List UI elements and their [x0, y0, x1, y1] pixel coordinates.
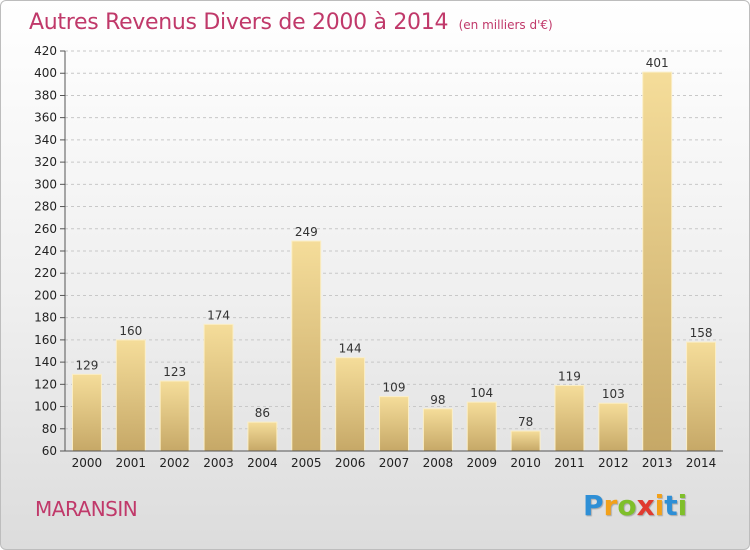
- logo-letter: o: [617, 489, 637, 522]
- y-tick-label: 420: [34, 44, 57, 58]
- value-label: 174: [207, 308, 230, 322]
- value-label: 78: [518, 415, 533, 429]
- bar-2002: [159, 380, 190, 452]
- y-tick-label: 300: [34, 177, 57, 191]
- value-label: 158: [690, 326, 713, 340]
- logo-letter: i: [677, 489, 688, 522]
- x-tick-label: 2011: [554, 456, 585, 470]
- x-tick-label: 2013: [642, 456, 673, 470]
- bar-2009: [466, 401, 497, 452]
- value-label: 123: [163, 365, 186, 379]
- logo-letter: r: [603, 489, 618, 522]
- value-label: 119: [558, 369, 581, 383]
- x-tick-label: 2006: [335, 456, 366, 470]
- bar-2011: [554, 384, 585, 452]
- value-label: 401: [646, 56, 669, 70]
- value-label: 144: [339, 342, 362, 356]
- bar-2008: [422, 408, 453, 452]
- bar-2010: [510, 430, 541, 452]
- y-tick-label: 240: [34, 244, 57, 258]
- chart-unit: (en milliers d'€): [458, 18, 553, 32]
- bar-2013: [642, 71, 673, 452]
- x-tick-label: 2005: [291, 456, 322, 470]
- y-tick-label: 60: [42, 444, 57, 458]
- bar-2006: [335, 357, 366, 452]
- value-label: 103: [602, 387, 625, 401]
- bar-2012: [598, 402, 629, 452]
- logo-letter: t: [664, 489, 678, 522]
- y-tick-label: 220: [34, 266, 57, 280]
- y-tick-label: 120: [34, 377, 57, 391]
- y-tick-label: 400: [34, 66, 57, 80]
- y-tick-label: 360: [34, 111, 57, 125]
- logo-letter: i: [654, 489, 665, 522]
- x-tick-label: 2008: [423, 456, 454, 470]
- value-label: 104: [470, 386, 493, 400]
- value-label: 249: [295, 225, 318, 239]
- y-tick-label: 100: [34, 400, 57, 414]
- value-label: 86: [255, 406, 270, 420]
- y-tick-label: 140: [34, 355, 57, 369]
- y-tick-label: 260: [34, 222, 57, 236]
- bar-2001: [115, 339, 146, 452]
- x-tick-label: 2009: [466, 456, 497, 470]
- bar-layer: 129 160 123 174 86 249 144 109 98 104 78 119 103 401 1…: [71, 56, 717, 452]
- value-label: 129: [75, 358, 98, 372]
- value-label: 98: [430, 393, 445, 407]
- title-row: Autres Revenus Divers de 2000 à 2014 (en…: [29, 10, 553, 35]
- bar-2004: [247, 421, 278, 452]
- x-tick-label: 2014: [686, 456, 717, 470]
- axis-layer: 60 80 100 120 140 160 180 200 220 240 260 280 300 320…: [34, 44, 723, 470]
- commune-name: MARANSIN: [35, 497, 138, 521]
- y-tick-label: 200: [34, 288, 57, 302]
- x-tick-label: 2004: [247, 456, 278, 470]
- x-tick-label: 2003: [203, 456, 234, 470]
- logo-letter: x: [636, 489, 655, 522]
- y-tick-label: 340: [34, 133, 57, 147]
- y-tick-label: 380: [34, 88, 57, 102]
- logo-letter: P: [583, 489, 604, 522]
- x-tick-label: 2012: [598, 456, 629, 470]
- bar-2003: [203, 323, 234, 452]
- y-tick-label: 180: [34, 311, 57, 325]
- x-tick-label: 2001: [116, 456, 147, 470]
- chart-title: Autres Revenus Divers de 2000 à 2014: [29, 10, 449, 35]
- y-tick-label: 320: [34, 155, 57, 169]
- y-tick-label: 280: [34, 200, 57, 214]
- bar-2005: [291, 240, 322, 452]
- value-label: 109: [383, 381, 406, 395]
- x-tick-label: 2010: [510, 456, 541, 470]
- x-tick-label: 2007: [379, 456, 410, 470]
- x-tick-label: 2002: [159, 456, 190, 470]
- proxiti-logo: Proxiti: [583, 489, 687, 522]
- value-label: 160: [119, 324, 142, 338]
- y-tick-label: 160: [34, 333, 57, 347]
- bar-2014: [686, 341, 717, 452]
- bar-2007: [379, 396, 409, 452]
- bar-2000: [71, 373, 102, 452]
- x-tick-label: 2000: [72, 456, 103, 470]
- y-tick-label: 80: [42, 422, 57, 436]
